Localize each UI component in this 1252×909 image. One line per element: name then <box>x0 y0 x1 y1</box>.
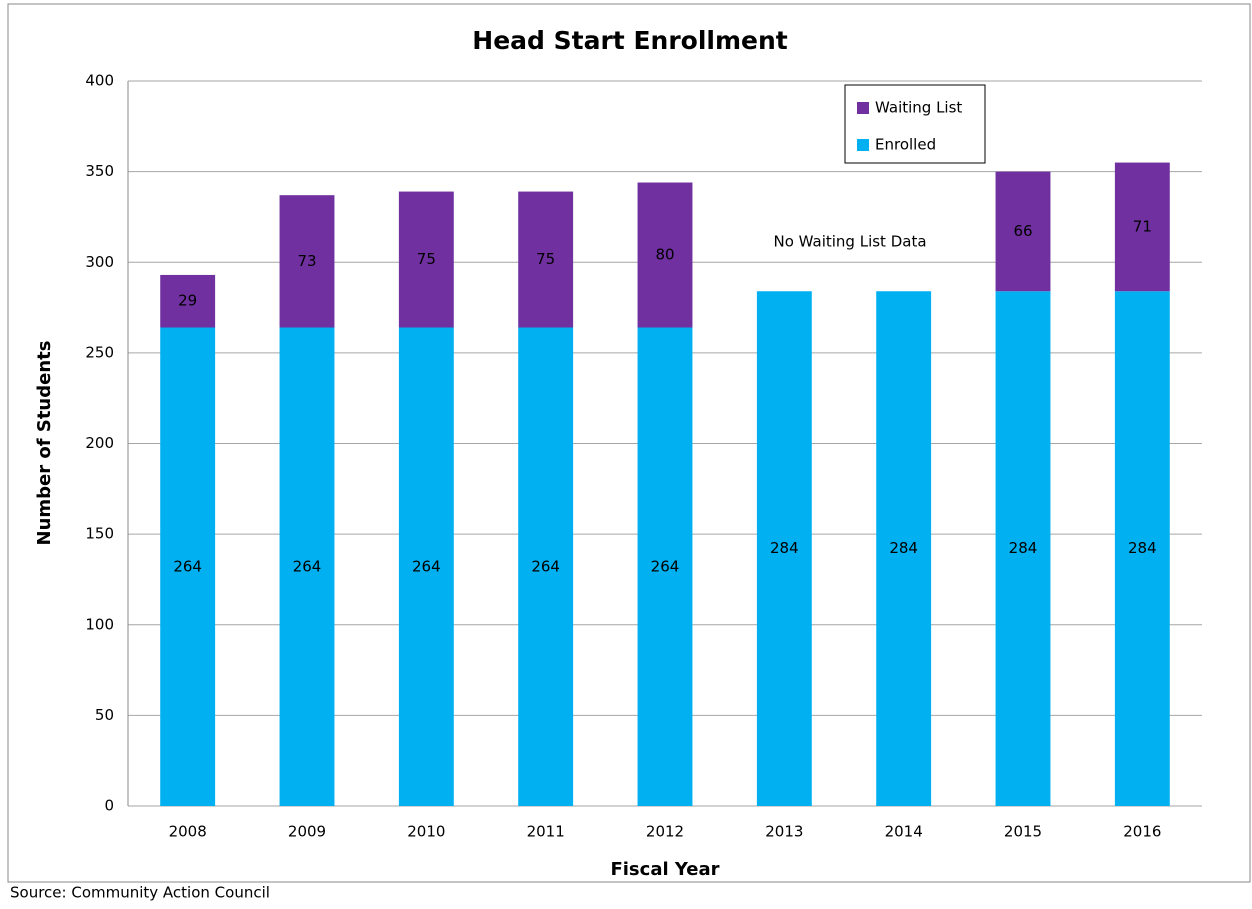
x-tick-label: 2013 <box>765 823 803 841</box>
x-tick-label: 2012 <box>646 823 684 841</box>
data-label: 73 <box>297 252 316 270</box>
bar-segment <box>1114 162 1170 292</box>
data-label: 284 <box>1128 539 1157 557</box>
data-label: 284 <box>1009 539 1038 557</box>
legend-label: Enrolled <box>875 136 936 154</box>
data-label: 80 <box>655 246 674 264</box>
y-tick-label: 50 <box>95 706 114 724</box>
bar-segment <box>518 191 574 328</box>
x-tick-label: 2015 <box>1004 823 1042 841</box>
bar-segment <box>160 274 216 328</box>
data-label: 264 <box>293 557 322 575</box>
x-tick-label: 2009 <box>288 823 326 841</box>
y-tick-label: 100 <box>85 615 114 633</box>
x-tick-label: 2016 <box>1123 823 1161 841</box>
y-tick-label: 350 <box>85 162 114 180</box>
legend-swatch <box>857 102 869 114</box>
data-label: 264 <box>412 557 441 575</box>
bar-segment <box>160 327 216 806</box>
bar-segment <box>398 191 454 328</box>
x-tick-label: 2011 <box>527 823 565 841</box>
data-label: 264 <box>173 557 202 575</box>
chart-title: Head Start Enrollment <box>472 26 787 55</box>
annotation: No Waiting List Data <box>773 233 926 251</box>
bar-segment <box>876 291 932 806</box>
bar-segment <box>637 182 693 328</box>
y-tick-label: 150 <box>85 525 114 543</box>
bar-segment <box>995 291 1051 806</box>
source-note: Source: Community Action Council <box>10 884 270 902</box>
bar-segment <box>995 171 1051 292</box>
data-label: 75 <box>536 250 555 268</box>
data-label: 284 <box>889 539 918 557</box>
y-axis-title: Number of Students <box>34 341 55 546</box>
y-tick-label: 0 <box>104 797 114 815</box>
data-label: 71 <box>1133 217 1152 235</box>
data-label: 75 <box>417 250 436 268</box>
y-tick-label: 200 <box>85 434 114 452</box>
bar-segment <box>637 327 693 806</box>
data-label: 284 <box>770 539 799 557</box>
y-tick-label: 300 <box>85 253 114 271</box>
data-label: 29 <box>178 292 197 310</box>
legend-swatch <box>857 139 869 151</box>
bar-segment <box>398 327 454 806</box>
bar-segment <box>279 327 335 806</box>
bar-segment <box>518 327 574 806</box>
x-tick-label: 2010 <box>407 823 445 841</box>
legend-label: Waiting List <box>875 99 962 117</box>
bar-segment <box>756 291 812 806</box>
bar-segment <box>279 195 335 328</box>
x-tick-label: 2014 <box>885 823 923 841</box>
x-tick-label: 2008 <box>169 823 207 841</box>
x-axis-title: Fiscal Year <box>610 859 719 880</box>
y-tick-label: 400 <box>85 72 114 90</box>
data-label: 264 <box>531 557 560 575</box>
data-label: 264 <box>651 557 680 575</box>
y-tick-label: 250 <box>85 343 114 361</box>
bar-segment <box>1114 291 1170 806</box>
data-label: 66 <box>1013 222 1032 240</box>
